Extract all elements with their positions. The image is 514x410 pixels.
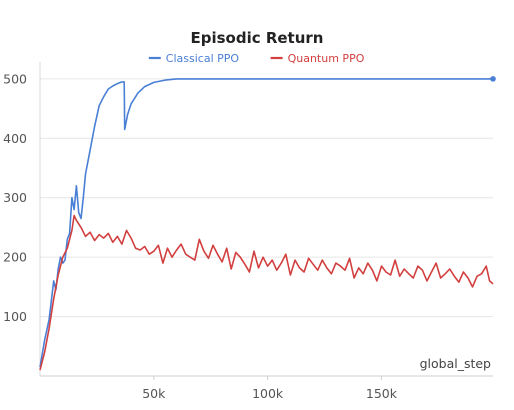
grid <box>40 78 493 318</box>
y-tick-label: 300 <box>3 190 27 205</box>
x-tick-label: 100k <box>252 386 284 401</box>
x-tick-label: 50k <box>142 386 166 401</box>
x-tick-label: 150k <box>366 386 398 401</box>
y-tick-label: 200 <box>3 250 27 265</box>
plot-lines <box>39 76 496 371</box>
y-axis: 100 200 300 400 500 <box>3 62 41 376</box>
y-tick-label: 500 <box>3 71 27 86</box>
series-line <box>39 78 493 368</box>
chart-title: Episodic Return <box>190 29 323 47</box>
x-axis-label: global_step <box>420 356 491 371</box>
series-end-point <box>490 76 496 82</box>
legend-label: Classical PPO <box>166 52 240 65</box>
legend-item[interactable]: Classical PPO <box>148 52 240 65</box>
y-tick-label: 400 <box>3 131 27 146</box>
legend-label: Quantum PPO <box>288 52 365 65</box>
legend: Classical PPO Quantum PPO <box>148 52 365 65</box>
x-axis: 50k 100k 150k <box>40 375 493 401</box>
series-line <box>39 214 494 371</box>
legend-item[interactable]: Quantum PPO <box>270 52 365 65</box>
y-tick-label: 100 <box>3 309 27 324</box>
